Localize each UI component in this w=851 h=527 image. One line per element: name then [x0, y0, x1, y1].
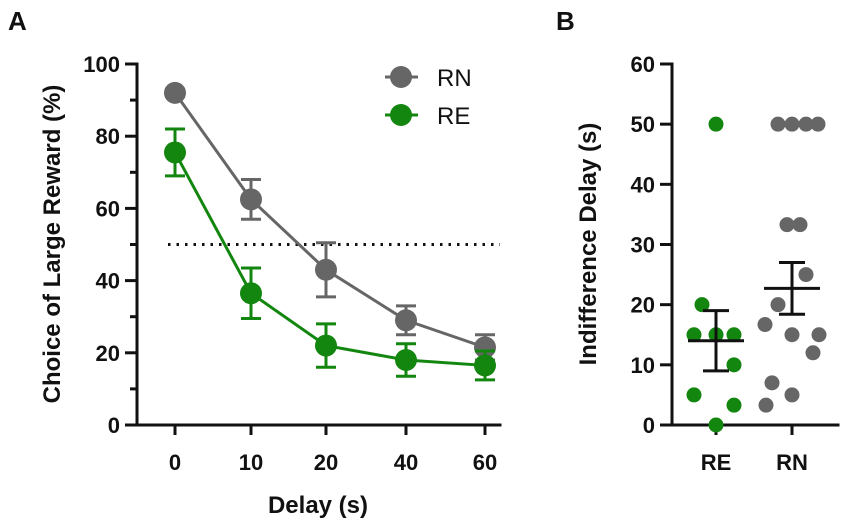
group-rn-point	[784, 116, 800, 132]
panel-a-x-tick-label: 10	[239, 450, 263, 475]
panel-a-x-tick-label: 40	[394, 450, 418, 475]
panel-b-y-tick-label: 10	[631, 353, 655, 378]
group-rn-point	[764, 375, 780, 391]
group-rn-point	[758, 397, 774, 413]
series-re-point	[474, 354, 496, 377]
panel-b-x-tick-label: RN	[776, 450, 808, 475]
panel-b-y-tick-label: 40	[631, 172, 655, 197]
panel-b-y-axis-label: Indifference Delay (s)	[575, 123, 602, 366]
series-rn-line	[173, 92, 486, 349]
group-rn-point	[798, 116, 814, 132]
series-rn-point	[395, 309, 417, 332]
panel-a-y-tick-label: 20	[96, 341, 120, 366]
panel-a-y-tick-label: 40	[96, 269, 120, 294]
panel-b-chart: 0 10 20 30 40 50 60 RE RN Indifference Delay (s…	[575, 52, 840, 475]
panel-a-x-axis-label: Delay (s)	[268, 492, 368, 519]
series-rn-point	[240, 188, 262, 211]
panel-a-chart: 0 20 40 60 80 100 0 10 20 40 60 Choice of Large R…	[39, 52, 502, 519]
panel-b-label: B	[556, 6, 575, 36]
group-re-point	[726, 357, 742, 373]
series-re-point	[164, 141, 186, 164]
series-rn-point	[474, 336, 496, 359]
series-rn-point	[164, 81, 186, 104]
group-re-point	[708, 116, 724, 132]
group-rn-point	[784, 327, 800, 343]
panel-b-y-tick-label: 0	[643, 413, 655, 438]
group-rn-point	[770, 116, 786, 132]
group-re-point	[726, 397, 742, 413]
group-re-point	[686, 387, 702, 403]
panel-a-x-tick-label: 20	[314, 450, 338, 475]
group-re-point	[686, 327, 702, 343]
group-rn-point	[805, 345, 821, 361]
series-rn-point	[315, 258, 337, 281]
series-re-point	[315, 334, 337, 357]
legend: RN RE	[385, 65, 472, 130]
group-re	[686, 116, 744, 433]
group-re-point	[708, 417, 724, 433]
group-rn-point	[757, 317, 773, 333]
panel-a-y-tick-label: 60	[96, 196, 120, 221]
group-re-point	[694, 297, 710, 313]
panel-a-y-tick-label: 0	[108, 413, 120, 438]
group-rn-point	[811, 327, 827, 343]
panel-b-y-tick-label: 50	[631, 112, 655, 137]
legend-re-marker	[390, 104, 412, 126]
panel-a-y-axis-label: Choice of Large Reward (%)	[39, 85, 66, 404]
group-rn-point	[798, 267, 814, 283]
series-re	[164, 127, 496, 382]
panel-b-x-tick-label: RE	[701, 450, 732, 475]
legend-re-label: RE	[437, 103, 470, 130]
panel-b-y-tick-label: 30	[631, 233, 655, 258]
series-re-line	[173, 151, 486, 367]
series-re-point	[240, 282, 262, 305]
panel-a-y-tick-label: 100	[83, 52, 120, 77]
panel-b-y-tick-label: 60	[631, 52, 655, 77]
group-rn-point	[792, 217, 808, 233]
panel-a-x-tick-label: 0	[169, 450, 181, 475]
group-rn-point	[784, 387, 800, 403]
group-re-point	[726, 327, 742, 343]
group-rn-point	[779, 217, 795, 233]
panel-a-label: A	[8, 6, 27, 36]
legend-rn-label: RN	[437, 65, 472, 92]
group-rn	[757, 116, 827, 413]
panel-a-y-tick-label: 80	[96, 124, 120, 149]
group-rn-point	[810, 116, 826, 132]
panel-a-x-tick-label: 60	[473, 450, 497, 475]
legend-rn-marker	[390, 66, 412, 88]
series-rn	[164, 81, 496, 362]
series-re-point	[395, 349, 417, 372]
group-rn-point	[770, 297, 786, 313]
panel-b-y-tick-label: 20	[631, 293, 655, 318]
